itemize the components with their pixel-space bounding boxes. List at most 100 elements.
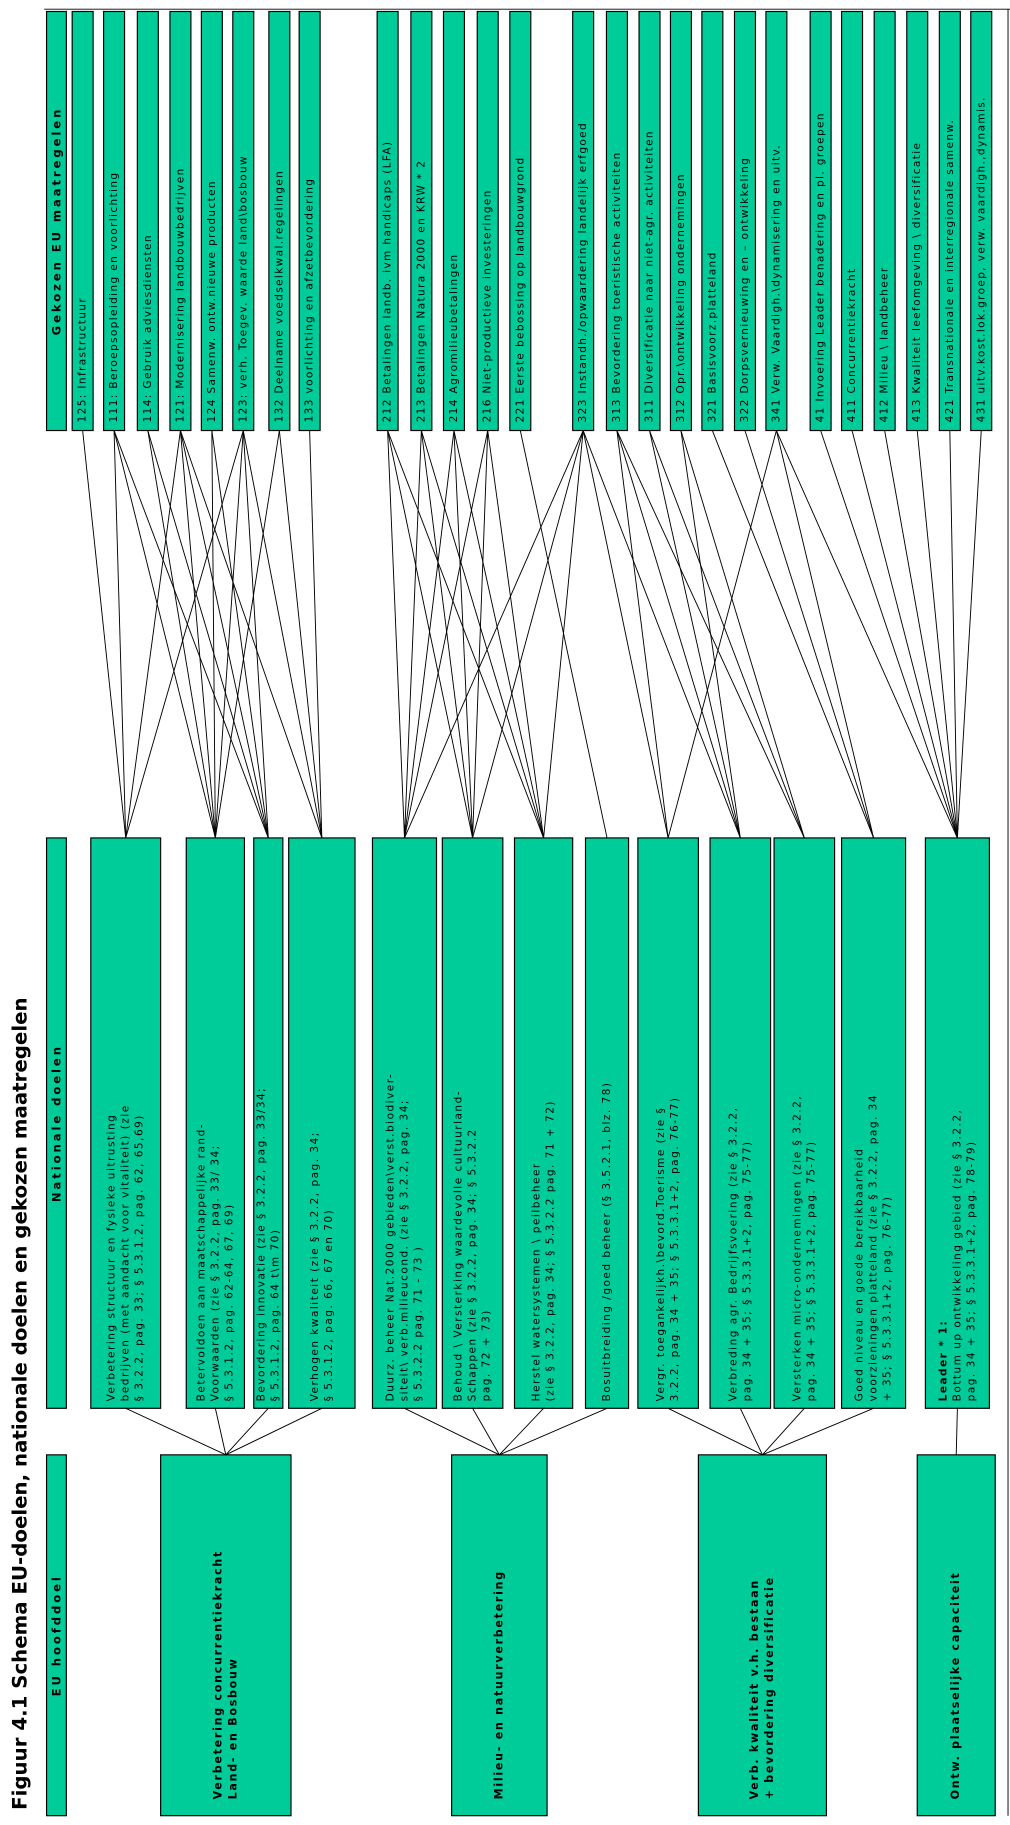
national-goal-label: pag. 34 + 35; § 5.3.3.1+2, pag. 75-77) xyxy=(805,1140,817,1401)
national-goal-label: (zie § 3.2.2, pag. 34; § 5.3.2.2 pag. 71… xyxy=(545,1100,557,1401)
eu-goal-label: + bevordering diversificatie xyxy=(763,1576,776,1799)
connector xyxy=(387,430,405,838)
connector xyxy=(404,430,422,838)
national-goal-label: Leader * 1: xyxy=(937,1320,949,1401)
connector xyxy=(387,430,474,839)
measure-label: 413 Kwaliteit leefomgeving \ diversifica… xyxy=(911,142,923,423)
measure-box xyxy=(733,10,757,432)
measure-label: 214 Agromilieubetalingen xyxy=(448,253,460,422)
national-goal-label: § 5.3.1.2, pag. 62-64, 67, 69) xyxy=(223,1203,235,1401)
connector xyxy=(649,430,741,839)
measure-box xyxy=(103,10,126,432)
connector xyxy=(278,430,323,838)
connector xyxy=(519,430,608,839)
measure-box xyxy=(476,10,499,432)
national-goal-box xyxy=(924,837,990,1409)
connector xyxy=(762,1407,874,1456)
measure-box xyxy=(376,10,399,432)
national-goal-label: Versterken micro-ondernemingen (zie § 3.… xyxy=(791,1095,803,1401)
eu-goal-box xyxy=(160,1454,292,1817)
measure-label: 125: Infrastructuur xyxy=(77,297,89,422)
connector xyxy=(711,430,875,839)
measure-box xyxy=(970,10,993,432)
figure-title: Figuur 4.1 Schema EU-doelen, nationale d… xyxy=(8,997,31,1809)
connector xyxy=(211,430,269,838)
measure-box xyxy=(298,10,321,432)
measure-label: 41 Invoering Leader benadering en pl. gr… xyxy=(815,112,827,422)
connector xyxy=(242,430,269,838)
column-header xyxy=(45,10,67,432)
connector xyxy=(472,430,489,838)
measure-label: 133 voorlichting en afzetbevordering xyxy=(304,178,316,423)
connector xyxy=(499,1407,544,1456)
connector xyxy=(762,1407,805,1456)
national-goal-box xyxy=(637,837,699,1409)
national-goal-label: Schappen (zie § 3.2.2, pag. 34; § 5.3.2.… xyxy=(467,1128,479,1401)
national-goal-box xyxy=(371,837,438,1409)
column-header-label: Nationale doelen xyxy=(50,1044,64,1202)
measure-label: 322 Dorpsvernieuwing en – ontwikkeling xyxy=(739,157,751,423)
connector xyxy=(851,430,958,839)
connector xyxy=(472,430,584,839)
measure-box xyxy=(268,10,291,432)
measure-label: 121: Modernisering landbouwbedrijven xyxy=(174,167,186,422)
measure-label: 212 Betalingen landb. ivm handicaps (LFA… xyxy=(382,141,394,423)
measure-box xyxy=(765,10,788,432)
measure-label: 312 Opr.\ontwikkeling ondernemingen xyxy=(675,173,687,422)
connector xyxy=(214,430,244,838)
connector xyxy=(113,430,269,839)
connector xyxy=(125,430,244,839)
connector xyxy=(739,1408,763,1456)
national-goal-label: § 5.3.1.2, pag. 66, 67 en 70) xyxy=(323,1209,335,1402)
measure-box xyxy=(410,10,433,432)
connector xyxy=(113,430,216,839)
measure-label: 412 Milieu \ landbeheer xyxy=(879,266,891,422)
national-goal-box xyxy=(90,837,162,1409)
national-goal-box xyxy=(185,837,246,1409)
measure-label: 311 Diversificatie naar niet-agr. activi… xyxy=(644,130,656,422)
national-goal-label: pag. 72 + 73) xyxy=(481,1309,493,1401)
measure-box xyxy=(509,10,532,432)
measure-label: 421 Transnationale en interregionale sam… xyxy=(944,119,956,423)
connector xyxy=(916,430,958,838)
connector xyxy=(420,430,474,838)
connector xyxy=(420,430,545,839)
connector xyxy=(472,1408,500,1456)
connector xyxy=(125,1407,227,1456)
connector xyxy=(955,1408,958,1455)
national-goal-label: Vergr. toegankelijkh.\bevord.Toerisme (z… xyxy=(655,1107,667,1402)
connector xyxy=(214,430,280,839)
connector xyxy=(649,430,805,839)
eu-goal-label: Milieu- en natuurverbetering xyxy=(492,1570,505,1799)
national-goal-label: bedrijven (met aandacht voor vitaliteit)… xyxy=(120,1104,132,1401)
measure-box xyxy=(200,10,223,432)
eu-goal-box xyxy=(697,1454,828,1817)
measure-box xyxy=(701,10,724,432)
eu-goal-label: Land- en Bosbouw xyxy=(226,1657,239,1799)
national-goal-label: Betervoldoen aan maatschappelijke rand- xyxy=(195,1123,207,1401)
measure-label: 124 Samenw. ontw.nieuwe producten xyxy=(206,180,218,422)
connector xyxy=(225,1407,323,1456)
national-goal-label: + 35; § 5.3.3.1+2, pag. 76-77) xyxy=(882,1195,894,1401)
connector xyxy=(453,430,474,838)
connector xyxy=(499,1407,608,1456)
national-goal-label: Verbreding agr. Bedrijfsvoering (zie § 3… xyxy=(727,1107,739,1402)
national-goal-label: Behoud \ Versterking waardevolle cultuur… xyxy=(453,1090,465,1401)
national-goal-label: Bosuitbreiding /goed beheer (§ 3.5.2.1, … xyxy=(601,1081,613,1401)
connector xyxy=(211,430,216,838)
measure-box xyxy=(169,10,192,432)
eu-goal-box xyxy=(451,1454,548,1817)
national-goal-label: pag. 34 + 35; § 5.3.3.1+2, pag. 75-77) xyxy=(741,1140,753,1401)
measure-box xyxy=(71,10,94,432)
measure-box xyxy=(669,10,692,432)
connector xyxy=(179,430,269,839)
connector xyxy=(225,1407,269,1456)
national-goal-label: Herstel watersystemen \ peilbeheer xyxy=(531,1162,543,1401)
eu-goal-label: Verbetering concurrentiekracht xyxy=(211,1550,224,1799)
measure-label: 216 Niet-productieve investeringen xyxy=(482,189,494,422)
national-goal-label: 3.2.2, pag. 34 + 35; § 5.3.3.1+2, pag. 7… xyxy=(669,1096,681,1401)
measure-label: 114: Gebruik adviesdiensten xyxy=(142,234,154,422)
national-goal-box xyxy=(288,837,356,1409)
measure-label: 323 Instandh./opwaardering landelijk erf… xyxy=(577,122,589,422)
connector xyxy=(775,430,875,839)
